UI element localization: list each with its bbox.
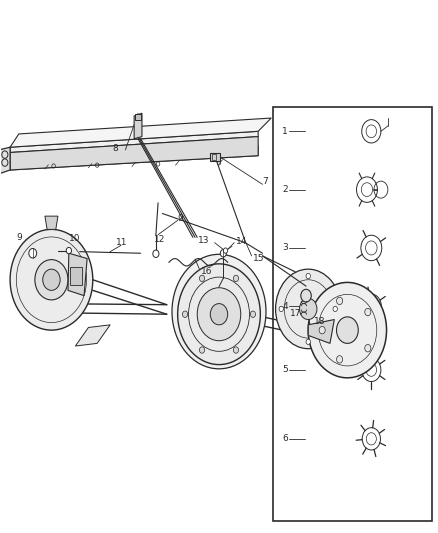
Circle shape (220, 249, 226, 257)
Bar (210, 152, 220, 161)
Circle shape (183, 311, 187, 317)
Circle shape (29, 248, 37, 258)
Circle shape (66, 247, 71, 254)
Polygon shape (10, 136, 258, 170)
Text: 9: 9 (17, 233, 22, 243)
Circle shape (276, 269, 341, 349)
Text: 8: 8 (112, 144, 118, 153)
Polygon shape (134, 114, 142, 139)
Text: 15: 15 (253, 254, 265, 263)
Polygon shape (68, 253, 87, 296)
Text: 1: 1 (282, 127, 288, 136)
Text: 12: 12 (154, 236, 165, 245)
Circle shape (153, 250, 159, 257)
Text: 18: 18 (314, 317, 325, 326)
Polygon shape (45, 216, 58, 229)
Circle shape (10, 229, 93, 330)
Polygon shape (10, 146, 258, 170)
Circle shape (35, 260, 68, 300)
Text: 11: 11 (116, 238, 127, 247)
Circle shape (251, 311, 255, 317)
Polygon shape (75, 325, 110, 346)
Circle shape (306, 339, 311, 344)
Circle shape (365, 308, 371, 316)
Circle shape (300, 298, 317, 319)
Text: 3: 3 (282, 244, 288, 253)
Circle shape (199, 347, 205, 353)
Text: 14: 14 (236, 237, 247, 246)
Circle shape (301, 289, 311, 302)
Polygon shape (10, 118, 271, 147)
Circle shape (336, 317, 358, 343)
Circle shape (333, 306, 337, 312)
Circle shape (43, 269, 60, 290)
Text: 10: 10 (69, 234, 80, 243)
Circle shape (172, 254, 266, 369)
Circle shape (197, 288, 241, 341)
Text: 2: 2 (282, 185, 288, 194)
Circle shape (365, 344, 371, 352)
Polygon shape (308, 319, 334, 343)
Bar (135, 114, 141, 120)
Bar (273, 108, 432, 521)
Circle shape (233, 275, 239, 281)
Circle shape (306, 273, 311, 279)
Bar (70, 266, 82, 285)
Text: 9: 9 (178, 214, 184, 223)
Circle shape (199, 275, 205, 281)
Circle shape (210, 304, 228, 325)
Circle shape (178, 264, 260, 365)
Circle shape (279, 306, 283, 312)
Circle shape (319, 326, 325, 334)
Text: 16: 16 (201, 268, 212, 276)
Text: 5: 5 (282, 366, 288, 374)
Circle shape (308, 282, 387, 378)
Circle shape (336, 297, 343, 304)
Text: 13: 13 (198, 236, 209, 245)
Circle shape (223, 248, 228, 253)
Text: 7: 7 (262, 177, 268, 186)
Polygon shape (10, 131, 258, 152)
Circle shape (336, 356, 343, 363)
Text: 17: 17 (290, 309, 302, 318)
Text: 4: 4 (282, 302, 288, 311)
Circle shape (233, 347, 239, 353)
Text: 6: 6 (282, 434, 288, 443)
Polygon shape (0, 147, 10, 174)
Bar (212, 154, 215, 159)
